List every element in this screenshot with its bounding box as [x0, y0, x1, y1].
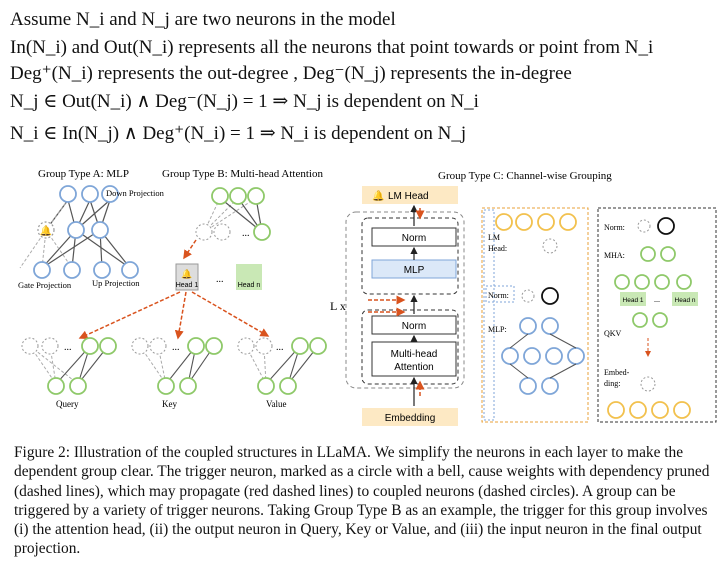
bell-icon: 🔔 — [40, 225, 52, 237]
lm-head-label: LM Head — [388, 191, 429, 202]
head-bell-icon: 🔔 — [181, 269, 192, 279]
group-a-diagram: 🔔 Down Projection Gate Projection Up Pro… — [18, 185, 165, 290]
c-norm-label: Norm: — [488, 291, 509, 300]
norm-bottom-label: Norm — [402, 321, 426, 332]
definition-line-5: N_i ∈ In(N_j) ∧ Deg⁺(N_i) = 1 ⇒ N_i is d… — [10, 123, 467, 144]
query-ellipsis: ... — [64, 342, 72, 353]
b-ellipsis-heads: ... — [216, 274, 224, 285]
embedding-label: Embedding — [385, 413, 436, 424]
definition-line-1: Assume N_i and N_j are two neurons in th… — [10, 9, 396, 30]
lm-head-bell-icon: 🔔 — [372, 190, 384, 202]
c-head-ellipsis: ... — [654, 295, 660, 304]
figure-caption: Figure 2: Illustration of the coupled st… — [14, 444, 710, 558]
llama-architecture: 🔔 LM Head Norm MLP Norm Multi-head Atten… — [330, 186, 465, 426]
key-ellipsis: ... — [172, 342, 180, 353]
query-cluster: ... Query — [21, 337, 117, 409]
c-qkv-label: QKV — [604, 329, 622, 338]
attention-label: Attention — [394, 362, 433, 373]
definition-line-4: N_j ∈ Out(N_i) ∧ Deg⁻(N_j) = 1 ⇒ N_j is … — [10, 91, 479, 112]
c-lm-head-label-2: Head: — [488, 244, 507, 253]
definition-line-2: In(N_i) and Out(N_i) represents all the … — [10, 37, 654, 58]
down-projection-label: Down Projection — [106, 188, 165, 198]
value-ellipsis: ... — [276, 342, 284, 353]
gate-projection-label: Gate Projection — [18, 280, 72, 290]
c-head-1-label: Head 1 — [623, 297, 644, 304]
value-label: Value — [266, 399, 287, 409]
group-b-title: Group Type B: Multi-head Attention — [162, 168, 323, 180]
up-projection-label: Up Projection — [92, 278, 140, 288]
key-cluster: ... Key — [131, 337, 223, 409]
query-label: Query — [56, 399, 79, 409]
c-mha-label: MHA: — [604, 251, 625, 260]
definition-line-3: Deg⁺(N_i) represents the out-degree , De… — [10, 63, 572, 84]
lx-label: L x — [330, 299, 346, 313]
multi-head-label: Multi-head — [391, 349, 438, 360]
value-cluster: ... Value — [237, 337, 327, 409]
c-norm-label-2: Norm: — [604, 223, 625, 232]
key-label: Key — [162, 399, 177, 409]
group-b-diagram: ... 🔔 Head 1 ... Head n ... Query — [21, 187, 327, 409]
group-c-title: Group Type C: Channel-wise Grouping — [438, 170, 612, 182]
c-lm-head-label-1: LM — [488, 233, 500, 242]
head-1-label: Head 1 — [176, 282, 199, 289]
mlp-label: MLP — [404, 265, 425, 276]
c-embed-label-2: ding: — [604, 379, 620, 388]
b-ellipsis-top: ... — [242, 228, 250, 239]
c-embed-label-1: Embed- — [604, 368, 630, 377]
c-head-n-label: Head n — [675, 297, 696, 304]
c-mlp-label: MLP: — [488, 325, 507, 334]
head-n-label: Head n — [238, 282, 261, 289]
group-c-diagram: LM Head: Norm: MLP: Norm: MHA: Head 1 ..… — [481, 207, 717, 423]
coupled-structures-figure: Group Type A: MLP Group Type B: Multi-he… — [18, 168, 717, 426]
norm-top-label: Norm — [402, 233, 426, 244]
group-a-title: Group Type A: MLP — [38, 168, 129, 180]
